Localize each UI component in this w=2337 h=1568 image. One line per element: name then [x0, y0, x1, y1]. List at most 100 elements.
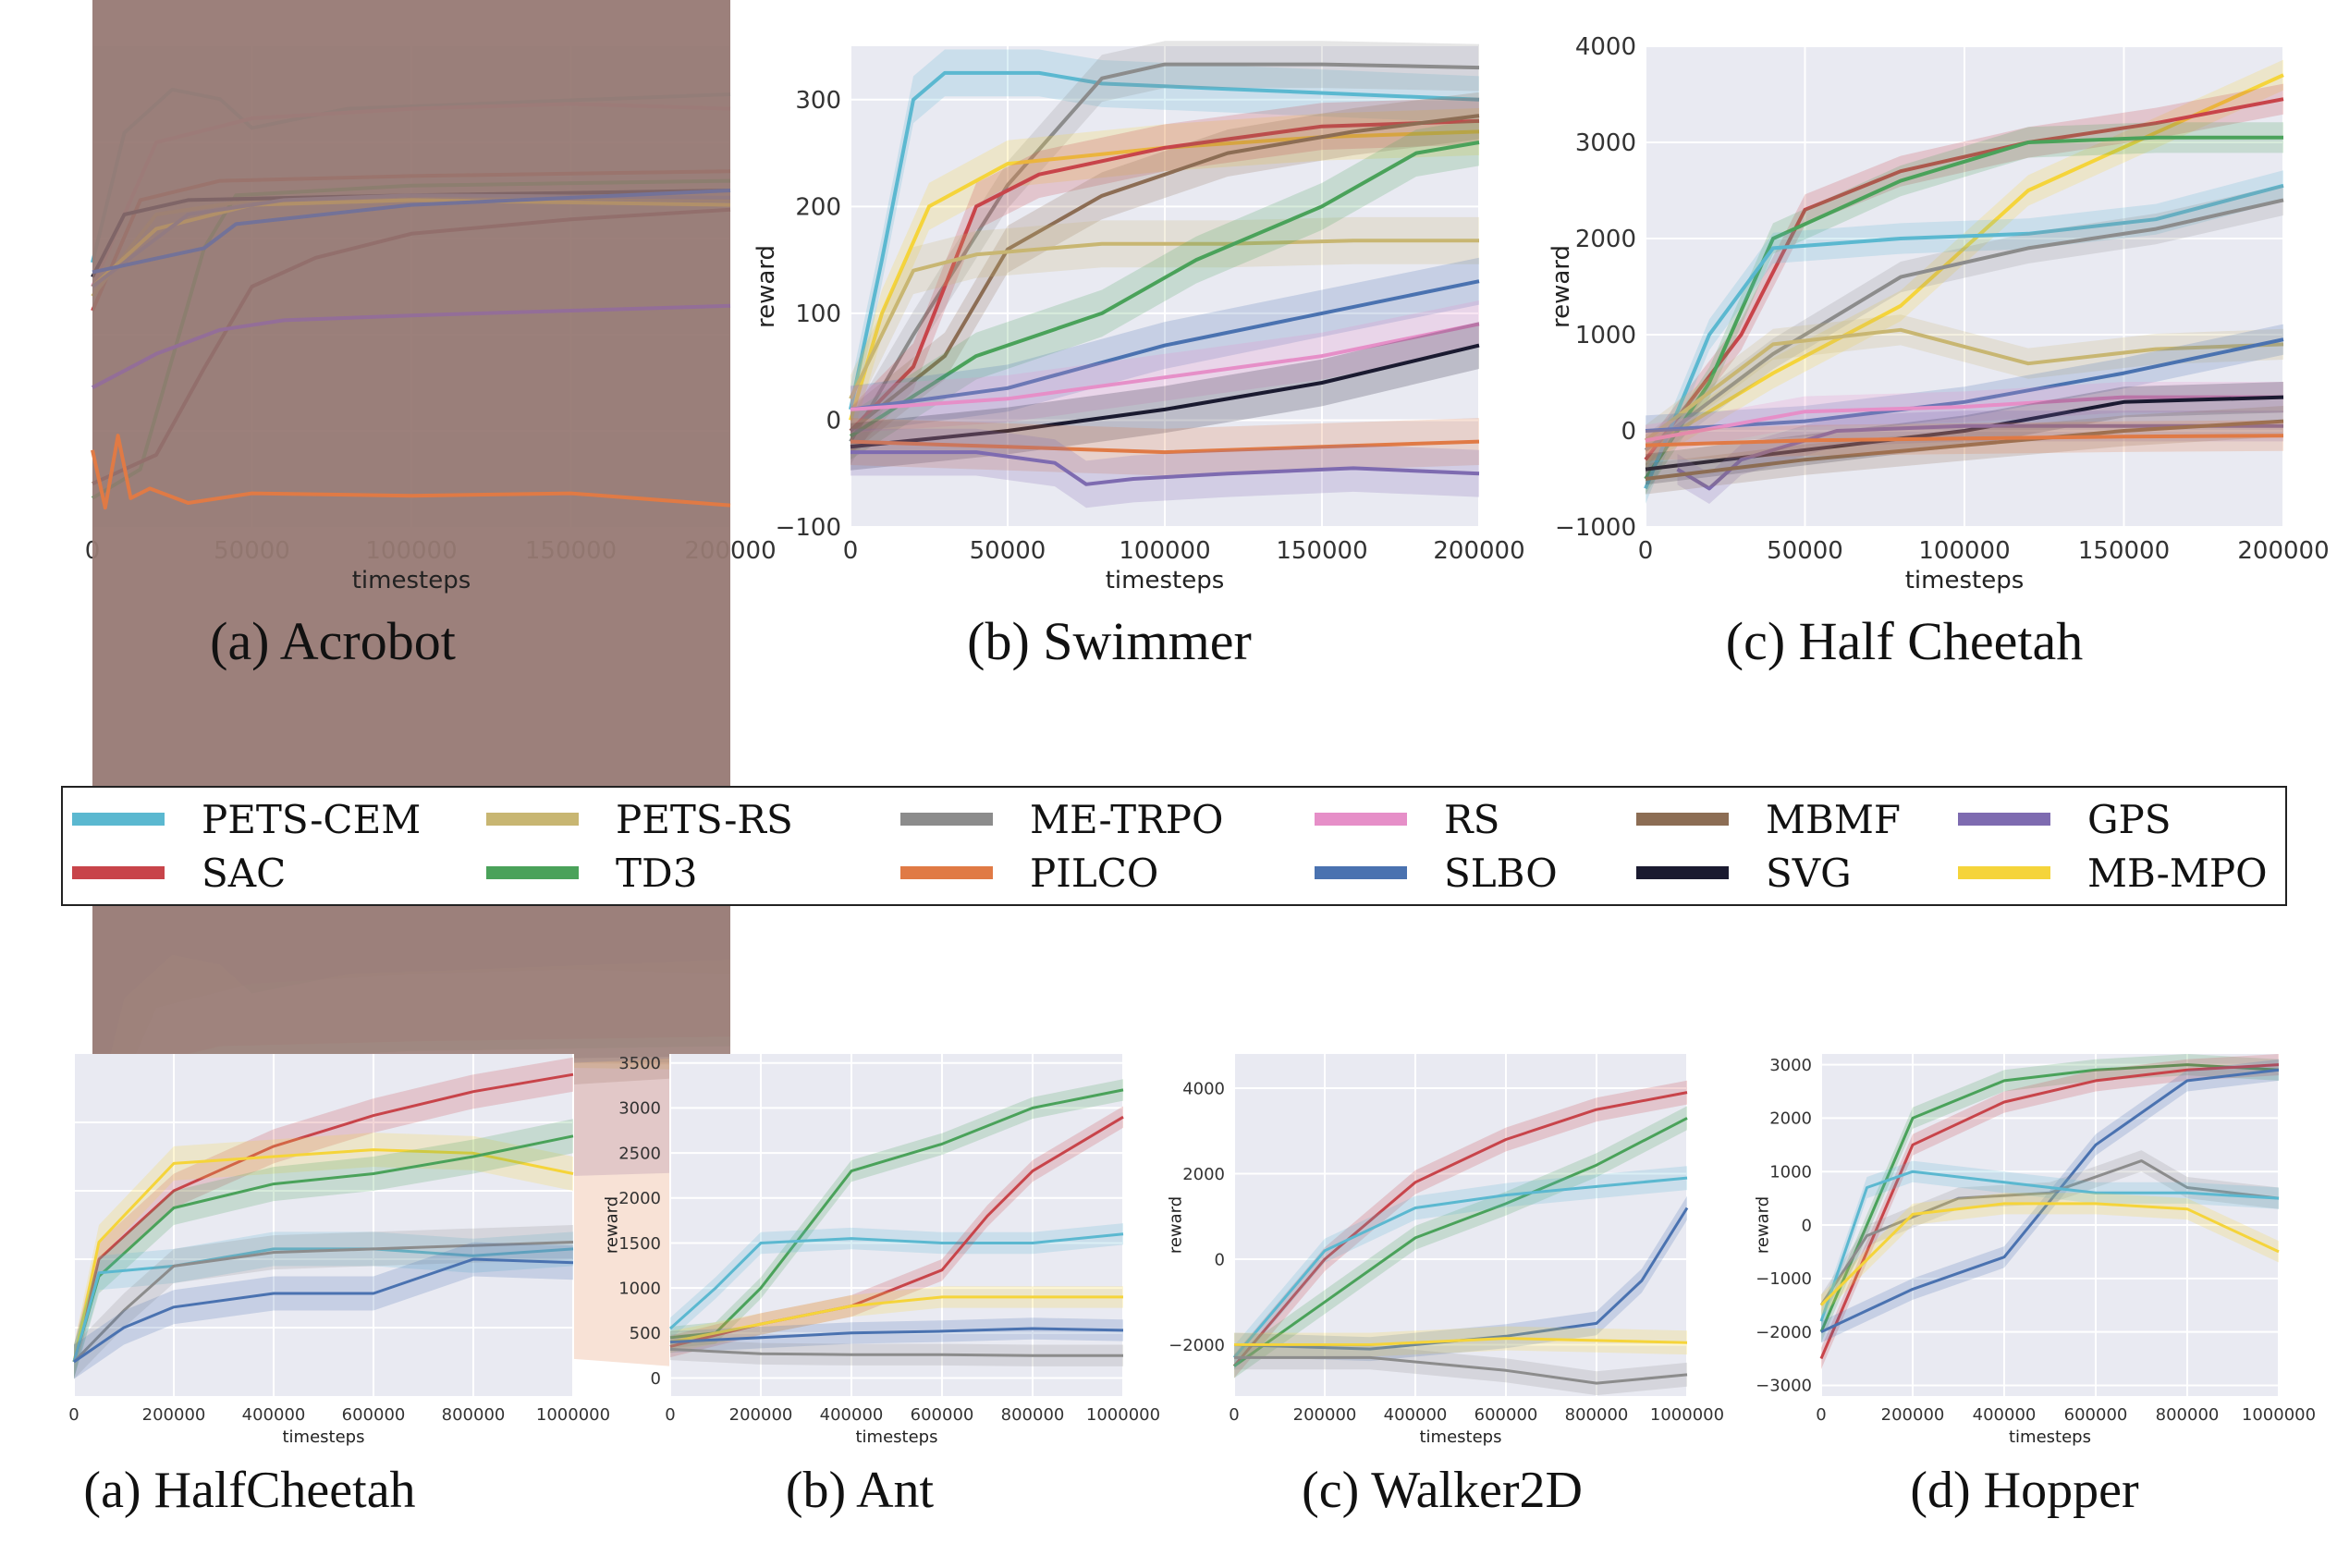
chart-swimmer: 0 50000 100000 150000 200000 −100 0 100 200 300 ti…	[740, 37, 1525, 594]
x-axis-label: timesteps	[283, 1427, 365, 1447]
x-tick-label: 200000	[1881, 1405, 1945, 1425]
legend-label: PILCO	[1030, 850, 1159, 896]
series-line-pets-cem	[1232, 1176, 1688, 1359]
legend-item-gps: GPS	[1958, 793, 2172, 845]
series-band-svg	[850, 322, 1479, 471]
series-line-rs	[850, 322, 1480, 411]
series-line-sac	[1644, 97, 2284, 461]
x-tick-label: 100000	[1119, 537, 1210, 565]
chart-walker2d-svg: 0 200000 400000 600000 800000 1000000 −2000 0 20…	[1166, 1054, 1724, 1447]
series-line-me-trpo	[72, 1241, 574, 1364]
series-band-slbo	[1646, 324, 2283, 447]
legend-item-mbmf: MBMF	[1636, 793, 1901, 845]
x-tick-label: 400000	[1973, 1405, 2037, 1425]
x-tick-label: 0	[1638, 537, 1654, 565]
series-line-me-trpo	[91, 193, 731, 288]
y-tick-label: 1000	[1769, 1162, 1812, 1182]
series-line-sac	[72, 1072, 574, 1363]
legend-label: MB-MPO	[2087, 850, 2268, 896]
legend-label: GPS	[2087, 796, 2172, 842]
x-tick-label: 600000	[911, 1405, 974, 1425]
caption-walker2d: (c) Walker2D	[1302, 1462, 1583, 1519]
legend-swatch	[1636, 813, 1729, 826]
legend-item-td3: TD3	[486, 847, 697, 899]
x-tick-label: 0	[68, 1405, 79, 1425]
x-tick-label: 800000	[1001, 1405, 1065, 1425]
x-tick-label: 0	[1229, 1405, 1239, 1425]
legend-label: PETS-RS	[616, 796, 793, 842]
series-band-pets-cem	[1646, 170, 2283, 504]
y-tick-label: 300	[795, 87, 841, 115]
series-band-mbmf	[1646, 406, 2283, 495]
legend-item-rs: RS	[1315, 793, 1499, 845]
series-band-me-trpo	[1821, 1150, 2279, 1317]
legend-item-pilco: PILCO	[900, 847, 1158, 899]
series-line-mb-mpo	[72, 1148, 574, 1363]
x-tick-label: 0	[665, 1405, 675, 1425]
series-band-mb-mpo	[74, 1133, 573, 1379]
legend-swatch	[900, 813, 993, 826]
x-tick-label: 0	[85, 537, 101, 565]
series-band-mb-mpo	[850, 108, 1479, 444]
series-line-slbo	[669, 1327, 1124, 1344]
x-tick-label: 50000	[214, 537, 290, 565]
series-band-sac	[1234, 1080, 1687, 1378]
series-line-td3	[1233, 1117, 1688, 1367]
series-line-mb-mpo	[669, 1295, 1123, 1344]
series-line-pets-rs	[849, 239, 1479, 400]
x-axis-label: timesteps	[1905, 567, 2025, 594]
x-tick-label: 150000	[1276, 537, 1367, 565]
series-line-mb-mpo	[1644, 73, 2284, 452]
legend-swatch	[1315, 813, 1407, 826]
series-band-pets-cem	[1234, 1166, 1687, 1370]
y-tick-label: 0	[1621, 418, 1636, 446]
legend-item-me-trpo: ME-TRPO	[900, 793, 1223, 845]
series-line-mbmf	[1645, 419, 2284, 481]
chart-hopper-svg: 0 200000 400000 600000 800000 1000000 −3000 −20…	[1753, 1054, 2316, 1447]
legend-item-svg: SVG	[1636, 847, 1852, 899]
series-band-gps	[92, 0, 730, 1254]
legend-label: SVG	[1766, 850, 1852, 896]
x-tick-label: 800000	[2156, 1405, 2220, 1425]
series-line-pets-cem	[91, 87, 731, 263]
series-line-slbo	[850, 279, 1480, 411]
y-tick-label: 500	[630, 1324, 661, 1343]
x-tick-label: 1000000	[2242, 1405, 2316, 1425]
chart-ant: 0 200000 400000 600000 800000 1000000 0 500 1000…	[582, 1045, 1160, 1452]
legend-item-pets-cem: PETS-CEM	[72, 793, 421, 845]
legend-swatch	[72, 866, 165, 879]
y-tick-label: 3000	[618, 1099, 661, 1119]
series-line-me-trpo	[1644, 198, 2284, 452]
series-band-slbo	[74, 1242, 573, 1379]
y-axis-label: reward	[1548, 245, 1575, 328]
series-line-td3	[1819, 1063, 2280, 1333]
x-axis-label: timesteps	[856, 1427, 938, 1447]
legend-label: TD3	[616, 850, 698, 896]
y-tick-label: 200	[795, 193, 841, 221]
y-tick-label: −100	[776, 514, 841, 542]
x-tick-label: 1000000	[536, 1405, 610, 1425]
y-tick-label: −2000	[1756, 1323, 1812, 1342]
y-tick-label: 0	[826, 408, 841, 435]
x-tick-label: 200000	[142, 1405, 206, 1425]
x-tick-label: 200000	[1433, 537, 1524, 565]
y-tick-label: 1500	[618, 1234, 661, 1254]
x-tick-label: 600000	[342, 1405, 406, 1425]
x-tick-label: 800000	[442, 1405, 506, 1425]
x-tick-label: 1000000	[1086, 1405, 1160, 1425]
y-axis-label: reward	[602, 1196, 621, 1254]
series-line-rs	[1645, 395, 2283, 443]
series-line-pilco	[1645, 434, 2284, 447]
x-tick-label: 200000	[1293, 1405, 1357, 1425]
series-band-pets-cem	[850, 49, 1479, 434]
series-band-pilco	[1646, 420, 2283, 461]
x-tick-label: 100000	[365, 537, 457, 565]
series-line-mbmf	[92, 207, 731, 486]
series-line-td3	[1644, 135, 2283, 481]
series-line-me-trpo	[669, 1347, 1123, 1357]
x-tick-label: 150000	[2078, 537, 2170, 565]
caption-swimmer: (b) Swimmer	[967, 611, 1252, 671]
y-axis-label: reward	[1166, 1196, 1185, 1254]
chart-halfcheetah: 0 200000 400000 600000 800000 1000000 timestep…	[65, 1045, 610, 1452]
series-line-slbo	[92, 189, 731, 275]
